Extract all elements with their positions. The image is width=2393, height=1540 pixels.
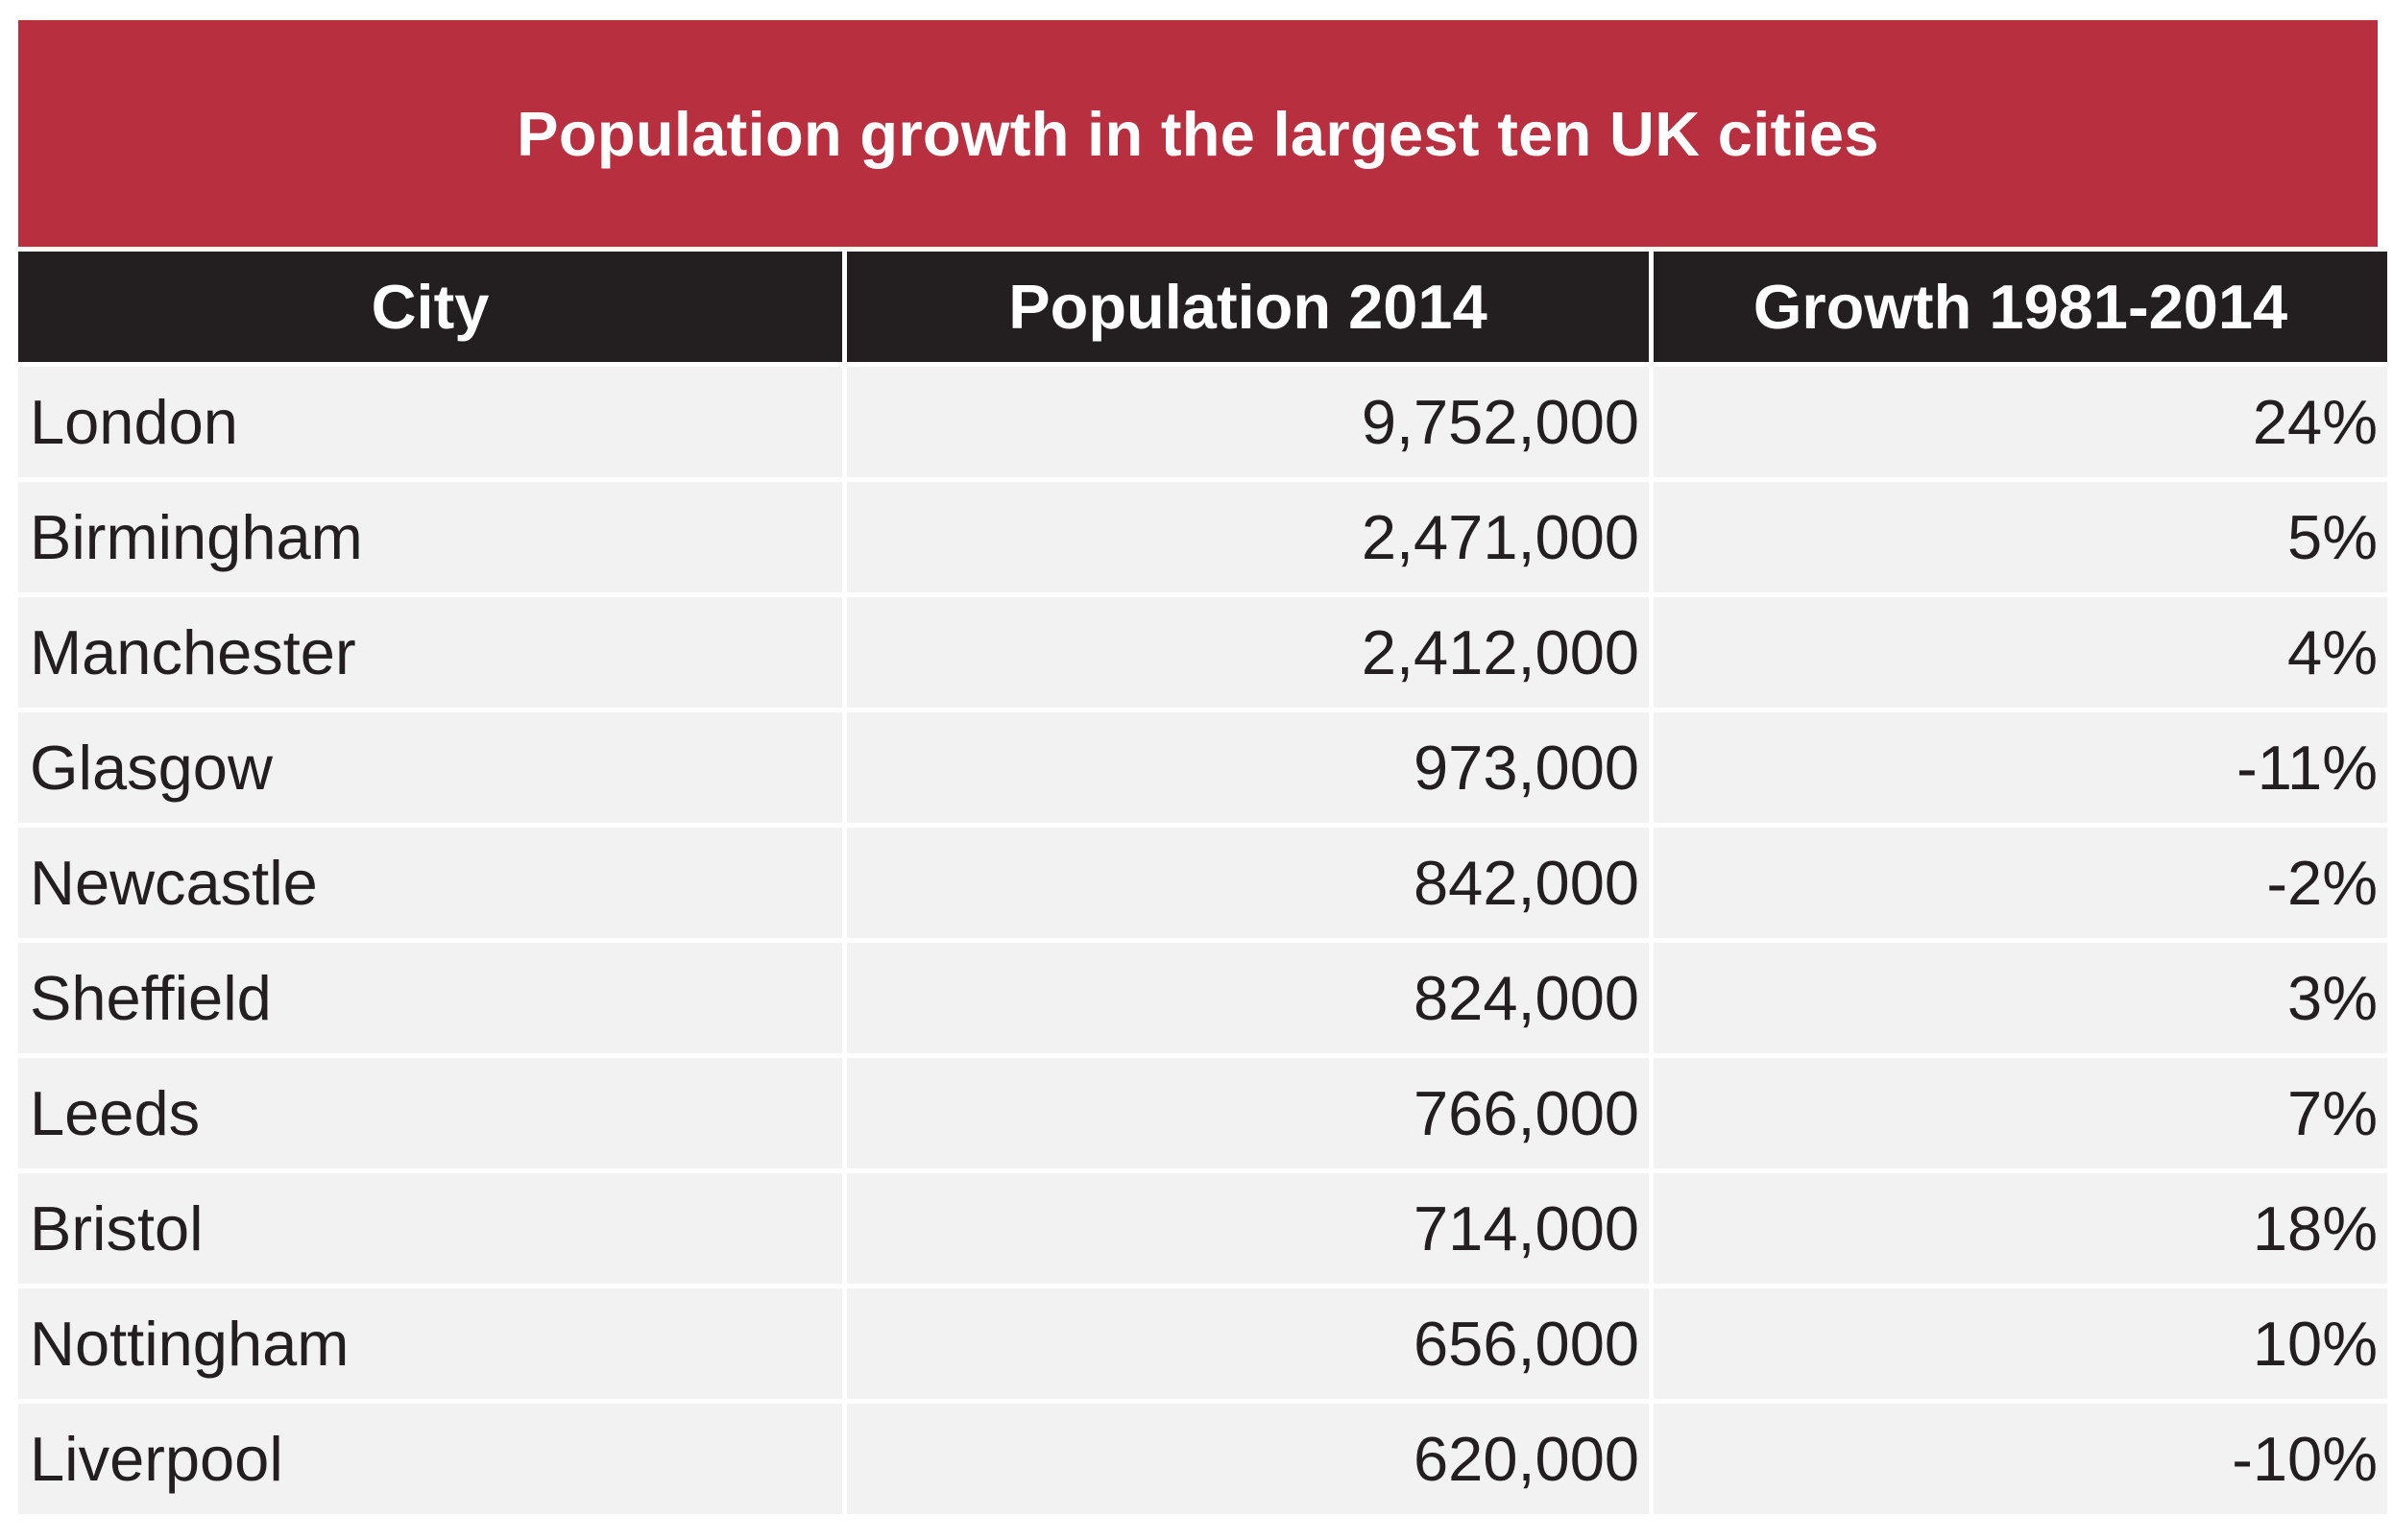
city-cell: Liverpool: [18, 1404, 842, 1514]
growth-cell: 5%: [1654, 482, 2387, 592]
population-table: Population growth in the largest ten UK …: [18, 20, 2387, 1514]
population-cell: 2,471,000: [847, 482, 1649, 592]
growth-cell: 18%: [1654, 1173, 2387, 1284]
city-cell: Sheffield: [18, 943, 842, 1053]
column-header-growth: Growth 1981-2014: [1654, 252, 2387, 362]
city-cell: Newcastle: [18, 828, 842, 938]
population-cell: 620,000: [847, 1404, 1649, 1514]
table-title: Population growth in the largest ten UK …: [18, 20, 2378, 247]
city-cell: Glasgow: [18, 712, 842, 823]
population-cell: 842,000: [847, 828, 1649, 938]
growth-cell: -2%: [1654, 828, 2387, 938]
growth-cell: -10%: [1654, 1404, 2387, 1514]
population-cell: 766,000: [847, 1058, 1649, 1168]
growth-cell: -11%: [1654, 712, 2387, 823]
growth-cell: 24%: [1654, 367, 2387, 477]
column-header-city: City: [18, 252, 842, 362]
city-cell: Nottingham: [18, 1288, 842, 1399]
population-cell: 824,000: [847, 943, 1649, 1053]
city-cell: Manchester: [18, 597, 842, 708]
city-cell: Bristol: [18, 1173, 842, 1284]
growth-cell: 4%: [1654, 597, 2387, 708]
growth-cell: 3%: [1654, 943, 2387, 1053]
city-cell: London: [18, 367, 842, 477]
population-cell: 714,000: [847, 1173, 1649, 1284]
table-grid: City Population 2014 Growth 1981-2014 Lo…: [18, 252, 2387, 1514]
population-cell: 9,752,000: [847, 367, 1649, 477]
growth-cell: 7%: [1654, 1058, 2387, 1168]
city-cell: Leeds: [18, 1058, 842, 1168]
population-cell: 2,412,000: [847, 597, 1649, 708]
population-cell: 973,000: [847, 712, 1649, 823]
population-cell: 656,000: [847, 1288, 1649, 1399]
growth-cell: 10%: [1654, 1288, 2387, 1399]
column-header-population: Population 2014: [847, 252, 1649, 362]
city-cell: Birmingham: [18, 482, 842, 592]
